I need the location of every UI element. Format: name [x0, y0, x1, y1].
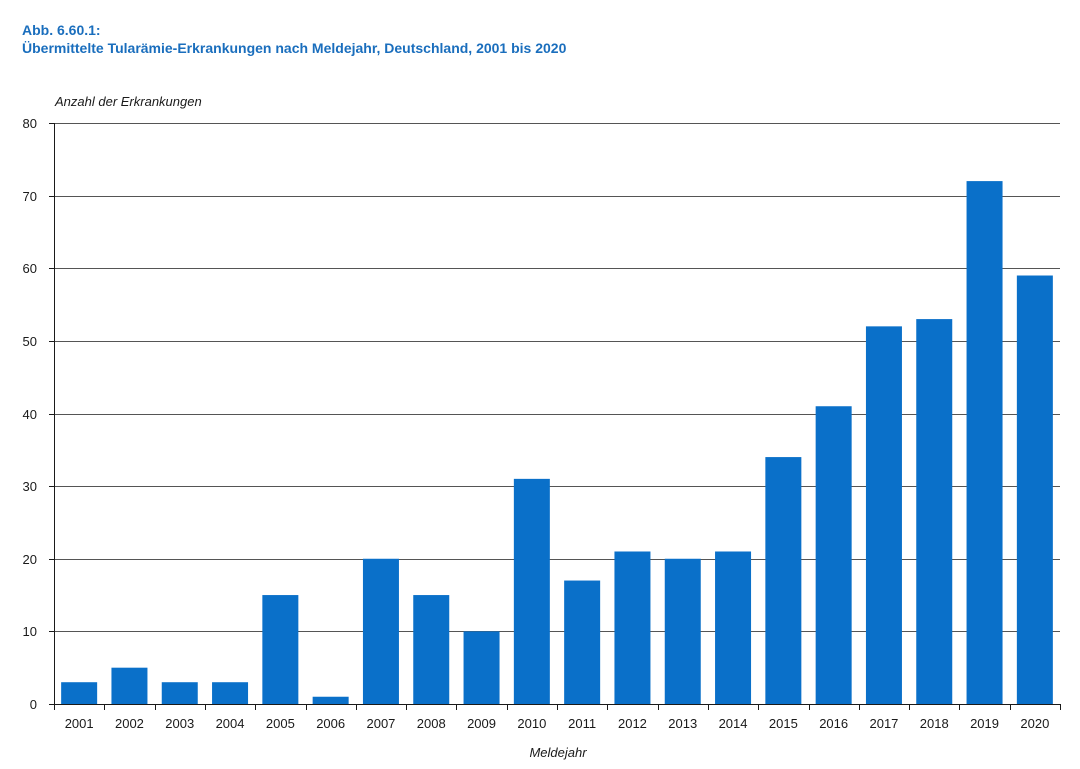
x-tick-label: 2014 — [719, 716, 748, 731]
y-tick-label: 10 — [23, 624, 37, 639]
y-axis-title: Anzahl der Erkrankungen — [54, 94, 202, 109]
y-tick-label: 30 — [23, 479, 37, 494]
y-tick-label: 80 — [23, 116, 37, 131]
x-tick-label: 2003 — [165, 716, 194, 731]
bar-2006 — [312, 696, 349, 704]
bars — [61, 181, 1053, 705]
bar-2010 — [513, 478, 550, 704]
bar-2001 — [61, 682, 98, 704]
bar-2016 — [815, 406, 852, 704]
y-tick-labels: 0 10 20 30 40 50 60 70 80 — [23, 116, 37, 712]
x-tick-label: 2007 — [366, 716, 395, 731]
bar-2002 — [111, 667, 148, 704]
x-tick-label: 2020 — [1020, 716, 1049, 731]
x-tick-label: 2011 — [568, 716, 596, 731]
y-tick-label: 40 — [23, 407, 37, 422]
bar-2005 — [262, 595, 299, 704]
bar-2012 — [614, 551, 651, 704]
x-tick-label: 2018 — [920, 716, 949, 731]
x-tick-label: 2001 — [65, 716, 94, 731]
bar-2014 — [715, 551, 752, 704]
x-tick-label: 2005 — [266, 716, 295, 731]
x-tick-label: 2004 — [216, 716, 245, 731]
bar-2008 — [413, 595, 450, 704]
bar-2007 — [362, 558, 399, 704]
y-tick-label: 60 — [23, 261, 37, 276]
x-tick-label: 2013 — [668, 716, 697, 731]
bar-2017 — [865, 326, 902, 704]
x-tick-label: 2006 — [316, 716, 345, 731]
x-tick-label: 2017 — [869, 716, 898, 731]
bar-2009 — [463, 631, 500, 705]
bar-2003 — [161, 682, 198, 704]
y-tick-label: 0 — [30, 697, 37, 712]
y-tick-label: 70 — [23, 189, 37, 204]
bar-2018 — [916, 319, 953, 704]
y-tick-label: 20 — [23, 552, 37, 567]
axes — [49, 123, 1061, 710]
x-tick-label: 2019 — [970, 716, 999, 731]
x-tick-label: 2012 — [618, 716, 647, 731]
gridlines — [54, 123, 1060, 632]
figure-title: Übermittelte Tularämie-Erkrankungen nach… — [22, 40, 567, 56]
bar-2004 — [212, 682, 249, 704]
bar-2020 — [1016, 275, 1053, 704]
bar-2011 — [564, 580, 601, 704]
bar-2013 — [664, 558, 701, 704]
x-tick-labels: 2001 2002 2003 2004 2005 2006 2007 2008 2009 2010… — [65, 716, 1050, 731]
x-axis-title: Meldejahr — [529, 745, 587, 760]
bar-2019 — [966, 181, 1003, 705]
x-tick-label: 2010 — [517, 716, 546, 731]
x-tick-label: 2016 — [819, 716, 848, 731]
x-tick-label: 2009 — [467, 716, 496, 731]
x-tick-label: 2015 — [769, 716, 798, 731]
figure-number: Abb. 6.60.1: — [22, 22, 101, 38]
bar-2015 — [765, 457, 802, 704]
y-tick-label: 50 — [23, 334, 37, 349]
x-tick-label: 2008 — [417, 716, 446, 731]
x-tick-label: 2002 — [115, 716, 144, 731]
